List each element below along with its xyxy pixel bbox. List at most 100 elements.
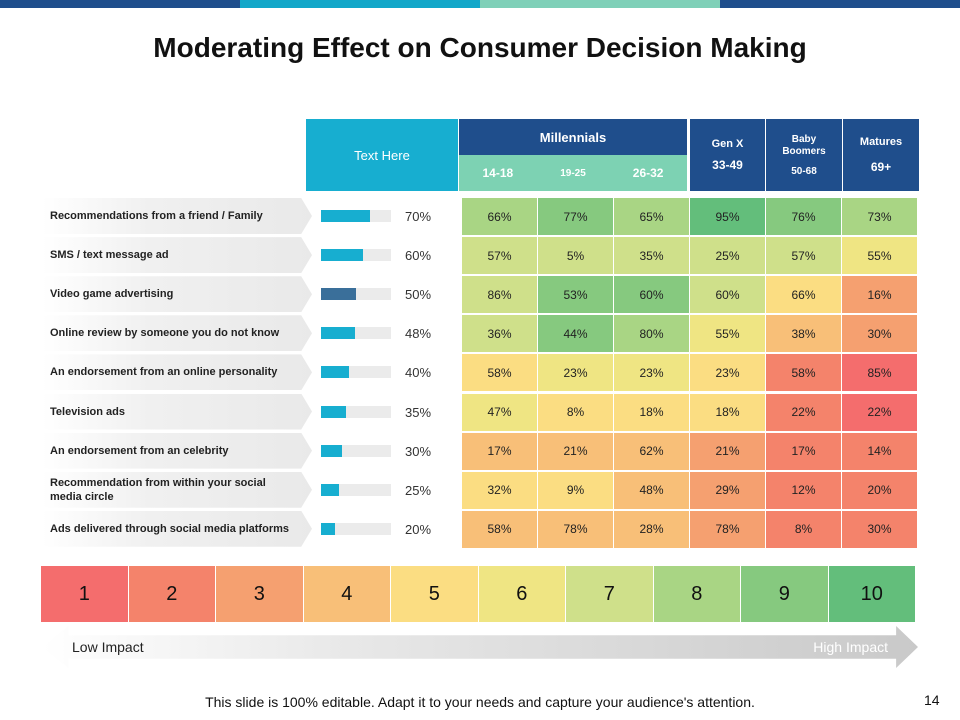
bar-track	[321, 522, 391, 535]
heatmap-cell: 18%	[614, 393, 690, 432]
row-label-text: An endorsement from an celebrity	[50, 444, 229, 457]
row-percent: 70%	[404, 209, 432, 224]
heatmap-cell: 21%	[690, 432, 766, 471]
heatmap-cell: 9%	[538, 471, 614, 510]
heatmap-cell: 23%	[690, 354, 766, 393]
scale-step: 9	[741, 566, 829, 622]
heatmap-cell: 28%	[614, 510, 690, 549]
heatmap-cell: 55%	[690, 315, 766, 354]
scale-step: 6	[478, 566, 566, 622]
bar-fill	[321, 522, 335, 535]
heatmap-cell: 35%	[614, 237, 690, 276]
heatmap-cell: 58%	[462, 354, 538, 393]
row-label-text: Recommendations from a friend / Family	[50, 210, 263, 222]
header-millennials: Millennials	[459, 119, 687, 155]
heatmap-cell: 29%	[690, 471, 766, 510]
heatmap-cell: 21%	[538, 432, 614, 471]
scale-step: 8	[653, 566, 741, 622]
header-millennials-label: Millennials	[539, 129, 607, 145]
heatmap-cell: 58%	[462, 510, 538, 549]
row-percent: 20%	[404, 521, 432, 537]
heatmap-cell: 60%	[690, 276, 766, 315]
row-percent: 30%	[404, 443, 432, 459]
heatmap-cell: 22%	[842, 393, 918, 432]
heatmap-cell: 44%	[538, 315, 614, 354]
bar-fill	[321, 288, 356, 301]
bar-fill	[321, 483, 339, 496]
bar-track	[321, 366, 391, 379]
row-label: Recommendation from within your social m…	[42, 471, 312, 508]
heatmap-cell: 66%	[766, 276, 842, 315]
heatmap-cell: 32%	[462, 471, 538, 510]
boomers-age: 50-68	[791, 165, 817, 177]
header-genx: Gen X 33-49	[690, 119, 765, 191]
top-accent-bar	[0, 0, 960, 8]
row-label: Recommendations from a friend / Family	[42, 198, 312, 234]
row-percent: 25%	[404, 482, 432, 498]
row-label: SMS / text message ad	[42, 237, 312, 274]
bar-fill	[321, 366, 349, 379]
row-label-text: An endorsement from an online personalit…	[50, 366, 278, 379]
row-label: Video game advertising	[42, 276, 312, 313]
heatmap-cell: 57%	[766, 237, 842, 276]
row-label-text: Recommendation from within your social m…	[50, 476, 266, 503]
heatmap-cell: 30%	[842, 510, 918, 549]
heatmap-cell: 20%	[842, 471, 918, 510]
heatmap-cell: 36%	[462, 315, 538, 354]
heatmap-cell: 17%	[462, 432, 538, 471]
impact-arrow	[42, 626, 918, 668]
heatmap-cell: 60%	[614, 276, 690, 315]
heatmap-cell: 57%	[462, 237, 538, 276]
bar-fill	[321, 444, 342, 457]
age-19-25: 19-25	[560, 167, 586, 179]
row-percent: 50%	[404, 287, 432, 303]
scale-step: 2	[128, 566, 216, 622]
heatmap-cell: 12%	[766, 471, 842, 510]
slide-title: Moderating Effect on Consumer Decision M…	[153, 32, 807, 63]
row-label-text: Television ads	[50, 405, 125, 418]
heatmap-cell: 23%	[538, 354, 614, 393]
heatmap-cell: 73%	[842, 198, 918, 236]
matures-age: 69+	[870, 160, 892, 174]
row-label: Online review by someone you do not know	[42, 315, 312, 352]
heatmap-cell: 23%	[614, 354, 690, 393]
heatmap-cell: 80%	[614, 315, 690, 354]
heatmap-cell: 85%	[842, 354, 918, 393]
heatmap-cell: 62%	[614, 432, 690, 471]
row-percent: 35%	[404, 404, 432, 420]
heatmap-cell: 18%	[690, 393, 766, 432]
top-accent-segment-2	[240, 0, 480, 8]
row-label: Television ads	[42, 393, 312, 430]
heatmap-cell: 55%	[842, 237, 918, 276]
heatmap-cell: 65%	[614, 198, 690, 236]
top-accent-segment-1	[0, 0, 240, 8]
heatmap-cell: 95%	[690, 198, 766, 236]
low-impact-label: Low Impact	[72, 639, 144, 655]
bar-fill	[321, 405, 346, 418]
scale-step: 3	[216, 566, 304, 622]
boomers-label: Baby Boomers	[782, 133, 826, 157]
heatmap-cell: 86%	[462, 276, 538, 315]
heatmap-cell: 47%	[462, 393, 538, 432]
heatmap-cell: 17%	[766, 432, 842, 471]
heatmap-cell: 5%	[538, 237, 614, 276]
age-26-32: 26-32	[632, 166, 664, 180]
bar-track	[321, 483, 391, 496]
heatmap-cell: 77%	[538, 198, 614, 236]
heatmap-cell: 53%	[538, 276, 614, 315]
bar-track	[321, 210, 391, 222]
heatmap-cell: 30%	[842, 315, 918, 354]
row-label: Ads delivered through social media platf…	[42, 510, 312, 547]
header-text-here-label: Text Here	[354, 147, 410, 163]
heatmap-cell: 76%	[766, 198, 842, 236]
heatmap-cell: 8%	[538, 393, 614, 432]
scale-step: 5	[391, 566, 479, 622]
scale-step: 10	[828, 566, 916, 622]
header-baby-boomers: Baby Boomers 50-68	[766, 119, 842, 191]
genx-age: 33-49	[712, 158, 743, 172]
heatmap-cell: 22%	[766, 393, 842, 432]
heatmap-cell: 16%	[842, 276, 918, 315]
bar-track	[321, 444, 391, 457]
heatmap-cell: 48%	[614, 471, 690, 510]
row-label-text: Video game advertising	[50, 288, 174, 301]
